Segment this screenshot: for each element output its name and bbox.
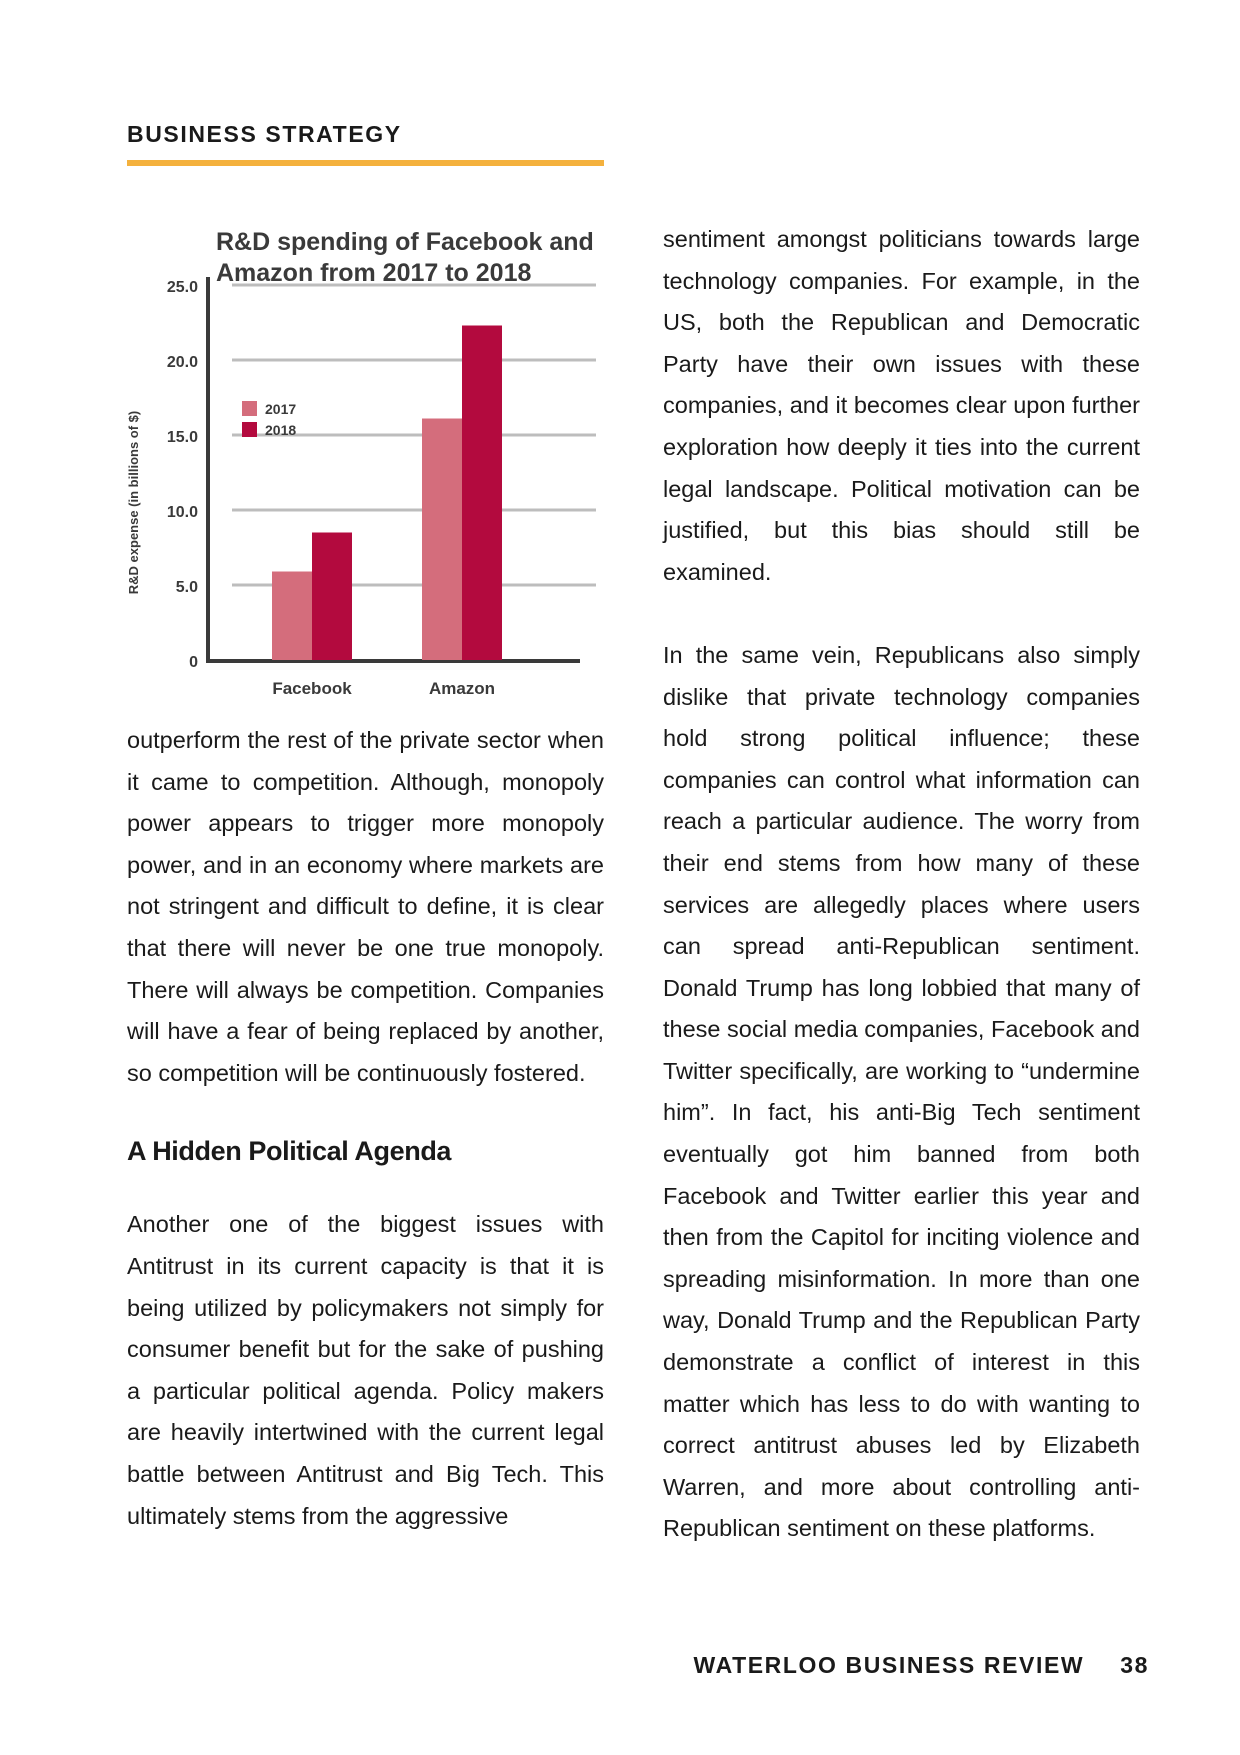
right-column: sentiment amongst politicians towards la… (663, 219, 1140, 1550)
paragraph-gap (663, 593, 1140, 635)
x-tick-label-amazon: Amazon (429, 679, 495, 698)
y-tick-label-2: 10.0 (167, 504, 198, 521)
left-paragraph-2: Another one of the biggest issues with A… (127, 1211, 604, 1529)
y-tick-label-1: 5.0 (176, 579, 198, 596)
legend-swatch-2018 (242, 422, 257, 437)
legend-swatch-2017 (242, 401, 257, 416)
left-paragraph-1: outperform the rest of the private secto… (127, 727, 604, 1086)
section-rule (127, 160, 604, 166)
publication-name: WATERLOO BUSINESS REVIEW (693, 1652, 1085, 1678)
rd-spending-chart: R&D spending of Facebook and Amazon from … (120, 215, 610, 705)
chart-title-line-2: Amazon from 2017 to 2018 (216, 259, 531, 287)
right-paragraph-1: sentiment amongst politicians towards la… (663, 226, 1140, 585)
chart-svg: R&D spending of Facebook and Amazon from … (126, 228, 596, 698)
y-tick-label-3: 15.0 (167, 429, 198, 446)
section-heading: A Hidden Political Agenda (127, 1136, 452, 1167)
y-tick-label-0: 0 (189, 654, 198, 671)
right-paragraph-2: In the same vein, Republicans also simpl… (663, 641, 1140, 1542)
legend-label-2017: 2017 (265, 401, 296, 417)
legend-label-2018: 2018 (265, 422, 296, 438)
chart-title-line-1: R&D spending of Facebook and (216, 228, 594, 256)
bar-facebook-2017 (272, 571, 312, 660)
page-number: 38 (1120, 1652, 1149, 1678)
y-axis-label: R&D expense (in billions of $) (126, 411, 141, 594)
page-footer: WATERLOO BUSINESS REVIEW 38 (694, 1652, 1149, 1679)
y-tick-label-5: 25.0 (167, 279, 198, 296)
bar-amazon-2017 (422, 418, 462, 660)
x-tick-label-facebook: Facebook (272, 679, 352, 698)
left-column: outperform the rest of the private secto… (127, 720, 604, 1537)
y-tick-label-4: 20.0 (167, 354, 198, 371)
bar-facebook-2018 (312, 532, 352, 660)
section-tag: BUSINESS STRATEGY (127, 121, 402, 147)
bar-amazon-2018 (462, 325, 502, 660)
